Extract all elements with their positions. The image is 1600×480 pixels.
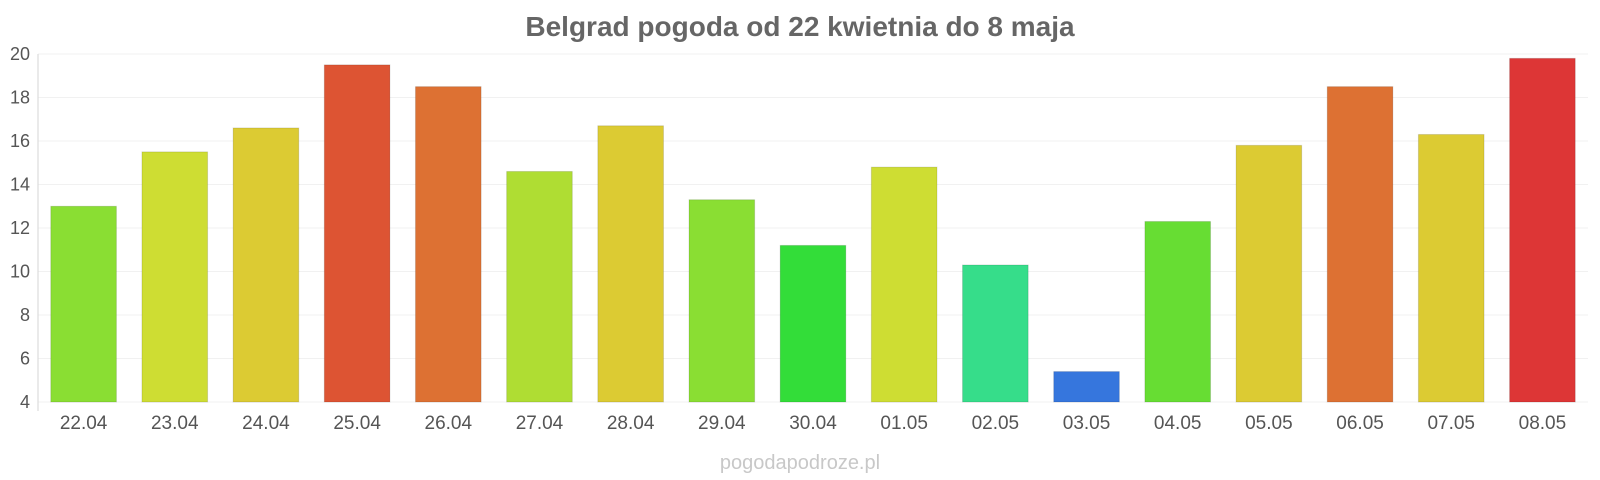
x-tick-label: 05.05 <box>1245 413 1293 434</box>
bar-30.04[interactable] <box>779 244 847 403</box>
bar-06.05[interactable] <box>1326 86 1394 403</box>
y-tick-label: 12 <box>10 218 30 238</box>
bar-22.04[interactable] <box>50 205 117 403</box>
x-tick-label: 04.05 <box>1154 413 1202 434</box>
x-tick-label: 02.05 <box>972 413 1020 434</box>
y-tick-label: 10 <box>10 262 30 282</box>
y-tick-label: 6 <box>20 349 30 369</box>
x-tick-label: 30.04 <box>789 413 837 434</box>
x-tick-label: 22.04 <box>60 413 108 434</box>
y-tick-label: 16 <box>10 131 30 151</box>
x-tick-label: 07.05 <box>1427 413 1475 434</box>
bar-25.04[interactable] <box>323 64 391 403</box>
y-tick-label: 14 <box>10 175 30 195</box>
bar-29.04[interactable] <box>688 199 756 403</box>
y-tick-label: 18 <box>10 88 30 108</box>
x-tick-label: 06.05 <box>1336 413 1384 434</box>
x-tick-label: 26.04 <box>425 413 473 434</box>
x-axis-ticks: 22.04 23.04 24.04 25.04 26.04 27.04 28.04 29.04… <box>60 413 1566 434</box>
y-tick-label: 4 <box>20 392 30 412</box>
bar-24.04[interactable] <box>232 127 300 403</box>
bar-05.05[interactable] <box>1235 144 1303 403</box>
bar-07.05[interactable] <box>1417 133 1485 403</box>
x-tick-label: 25.04 <box>333 413 381 434</box>
footer-source: pogodapodroze.pl <box>720 452 880 474</box>
chart-title: Belgrad pogoda od 22 kwietnia do 8 maja <box>525 11 1075 42</box>
x-tick-label: 01.05 <box>880 413 928 434</box>
x-tick-label: 23.04 <box>151 413 199 434</box>
bars <box>50 57 1576 403</box>
bar-27.04[interactable] <box>506 170 573 403</box>
y-tick-label: 8 <box>20 305 30 325</box>
x-tick-label: 08.05 <box>1519 413 1567 434</box>
bar-02.05[interactable] <box>962 264 1029 403</box>
x-tick-label: 28.04 <box>607 413 655 434</box>
x-tick-label: 27.04 <box>516 413 564 434</box>
bar-04.05[interactable] <box>1144 220 1212 403</box>
y-axis-ticks: 4 6 8 10 12 14 16 18 20 <box>10 44 30 412</box>
bar-01.05[interactable] <box>870 166 938 403</box>
bar-28.04[interactable] <box>597 125 664 403</box>
y-tick-label: 20 <box>10 44 30 64</box>
x-tick-label: 24.04 <box>242 413 290 434</box>
bar-26.04[interactable] <box>414 86 482 403</box>
bar-08.05[interactable] <box>1509 57 1576 403</box>
bar-23.04[interactable] <box>141 151 209 403</box>
bar-03.05[interactable] <box>1053 371 1120 403</box>
x-tick-label: 03.05 <box>1063 413 1111 434</box>
x-tick-label: 29.04 <box>698 413 746 434</box>
